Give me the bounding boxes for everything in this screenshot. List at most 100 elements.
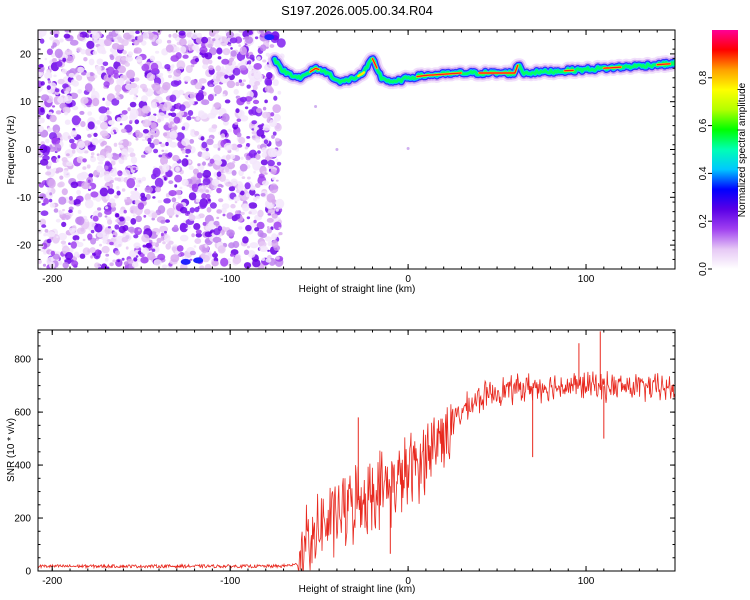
noise-blob xyxy=(114,240,123,248)
noise-blob xyxy=(87,30,92,34)
noise-blob xyxy=(133,234,139,239)
noise-blob xyxy=(247,65,254,70)
noise-blob xyxy=(266,72,273,79)
noise-blob xyxy=(220,133,226,139)
noise-blob xyxy=(80,48,86,55)
noise-blob xyxy=(233,213,241,220)
signal-hot-yellow xyxy=(357,71,366,78)
noise-blob xyxy=(49,192,53,196)
x-tick-label: -200 xyxy=(42,274,62,285)
noise-blob xyxy=(175,166,181,172)
noise-blob xyxy=(188,192,197,201)
noise-blob xyxy=(168,190,177,197)
noise-blob xyxy=(266,228,272,234)
noise-blob xyxy=(43,250,47,255)
noise-blob xyxy=(129,30,135,36)
noise-blob xyxy=(230,50,237,57)
noise-blob xyxy=(201,99,210,106)
noise-blob xyxy=(141,63,150,72)
noise-blob xyxy=(121,188,126,192)
noise-blob xyxy=(257,150,261,154)
noise-blob xyxy=(179,234,189,242)
noise-blob xyxy=(85,72,91,77)
noise-blob xyxy=(129,101,137,108)
noise-blob xyxy=(154,177,164,188)
noise-blob xyxy=(163,177,167,181)
noise-blob xyxy=(165,219,170,223)
noise-blob xyxy=(132,214,136,217)
noise-blob xyxy=(134,187,138,191)
noise-blob xyxy=(211,260,219,267)
noise-blob xyxy=(64,111,68,116)
noise-blob xyxy=(164,63,171,70)
noise-blob xyxy=(141,95,148,102)
noise-blob xyxy=(245,36,254,44)
noise-blob xyxy=(204,263,212,269)
noise-blob xyxy=(90,229,95,234)
noise-blob xyxy=(142,247,150,255)
noise-blob xyxy=(44,229,49,233)
noise-blob xyxy=(181,149,186,154)
snr-frame xyxy=(37,329,676,572)
noise-blob xyxy=(68,228,74,233)
noise-blob xyxy=(253,219,257,224)
noise-blob xyxy=(49,202,56,208)
noise-blob xyxy=(68,196,73,201)
noise-blob xyxy=(205,239,211,244)
noise-blob xyxy=(201,36,209,44)
noise-blob xyxy=(172,154,180,162)
noise-blob xyxy=(116,185,120,190)
noise-blob xyxy=(241,176,246,180)
noise-blob xyxy=(79,110,85,115)
noise-blob xyxy=(106,152,113,159)
noise-blob xyxy=(221,66,225,69)
noise-blob xyxy=(233,127,237,130)
noise-blob xyxy=(273,113,281,122)
y-tick-label: 20 xyxy=(20,49,32,60)
noise-blob xyxy=(89,247,96,254)
noise-blob xyxy=(180,147,184,151)
noise-blob xyxy=(104,257,109,262)
noise-blob xyxy=(260,44,267,52)
signal-hot-red xyxy=(371,58,378,69)
noise-blob xyxy=(200,136,205,141)
noise-blob xyxy=(268,242,272,247)
noise-blob xyxy=(160,143,166,148)
noise-blob xyxy=(92,252,97,256)
noise-blob xyxy=(46,69,51,75)
noise-blob xyxy=(152,82,161,92)
noise-blob xyxy=(261,180,269,186)
noise-blob xyxy=(105,206,109,210)
noise-blob xyxy=(178,89,185,95)
noise-blob xyxy=(171,197,177,203)
noise-blob xyxy=(199,188,204,192)
noise-blob xyxy=(40,94,50,102)
noise-blob xyxy=(165,243,171,250)
noise-blob xyxy=(179,206,188,214)
noise-blob xyxy=(163,198,171,204)
noise-blob xyxy=(260,193,266,197)
noise-blob xyxy=(239,65,247,71)
noise-blob xyxy=(156,232,160,236)
noise-blob xyxy=(99,173,103,178)
noise-blob xyxy=(70,241,78,249)
noise-blob xyxy=(80,71,87,76)
noise-blob xyxy=(40,81,45,86)
noise-blob xyxy=(112,129,116,133)
noise-blob xyxy=(107,226,111,229)
noise-blob xyxy=(54,33,59,38)
noise-blob xyxy=(264,85,273,93)
noise-blob xyxy=(61,68,67,74)
noise-blob xyxy=(222,93,226,97)
noise-blob xyxy=(188,99,195,106)
y-tick-label: 10 xyxy=(20,97,32,108)
noise-blob xyxy=(120,128,127,133)
noise-blob xyxy=(177,253,182,257)
noise-blob xyxy=(257,209,264,218)
noise-blob xyxy=(87,111,93,116)
snr-panel: -200 -100 0 100 0 200 400 600 800 Height of str… xyxy=(6,329,676,595)
noise-blob xyxy=(80,121,86,128)
noise-blob xyxy=(141,234,150,243)
noise-blob xyxy=(202,178,211,186)
noise-blob xyxy=(87,179,91,183)
